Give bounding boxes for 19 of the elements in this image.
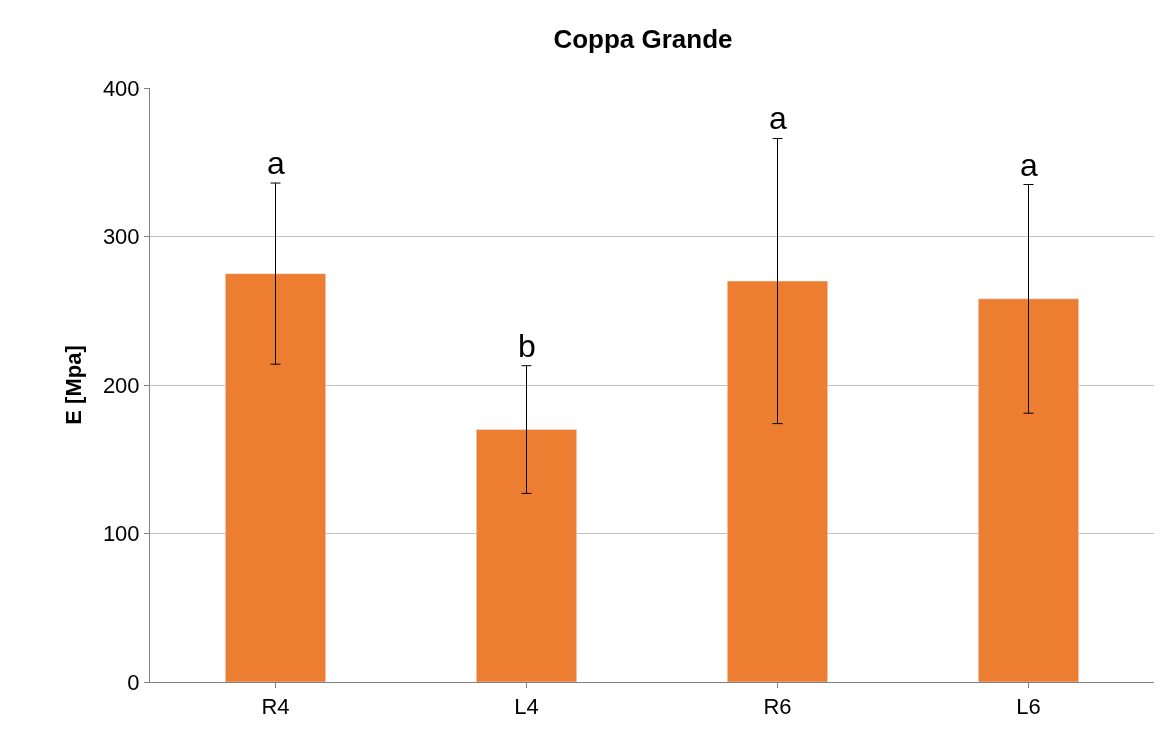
annotation: a [267, 145, 285, 181]
y-axis-title: E [Mpa] [60, 345, 86, 425]
bar [476, 429, 577, 682]
x-tick-label: R4 [261, 694, 290, 720]
y-tick-label: 0 [127, 669, 140, 695]
annotation: b [518, 328, 536, 364]
x-tick-label: L4 [514, 694, 539, 720]
annotation: a [1020, 147, 1038, 183]
y-tick-label: 100 [102, 521, 140, 547]
y-tick-label: 300 [102, 224, 140, 250]
y-tick-label: 200 [102, 372, 140, 398]
x-tick-label: L6 [1016, 694, 1041, 720]
y-tick-label: 400 [102, 75, 140, 101]
chart-title: Coppa Grande [553, 23, 733, 54]
annotation: a [769, 100, 787, 136]
bar [225, 273, 326, 682]
bar [978, 298, 1079, 682]
x-tick-label: R6 [763, 694, 792, 720]
bar [727, 280, 828, 682]
